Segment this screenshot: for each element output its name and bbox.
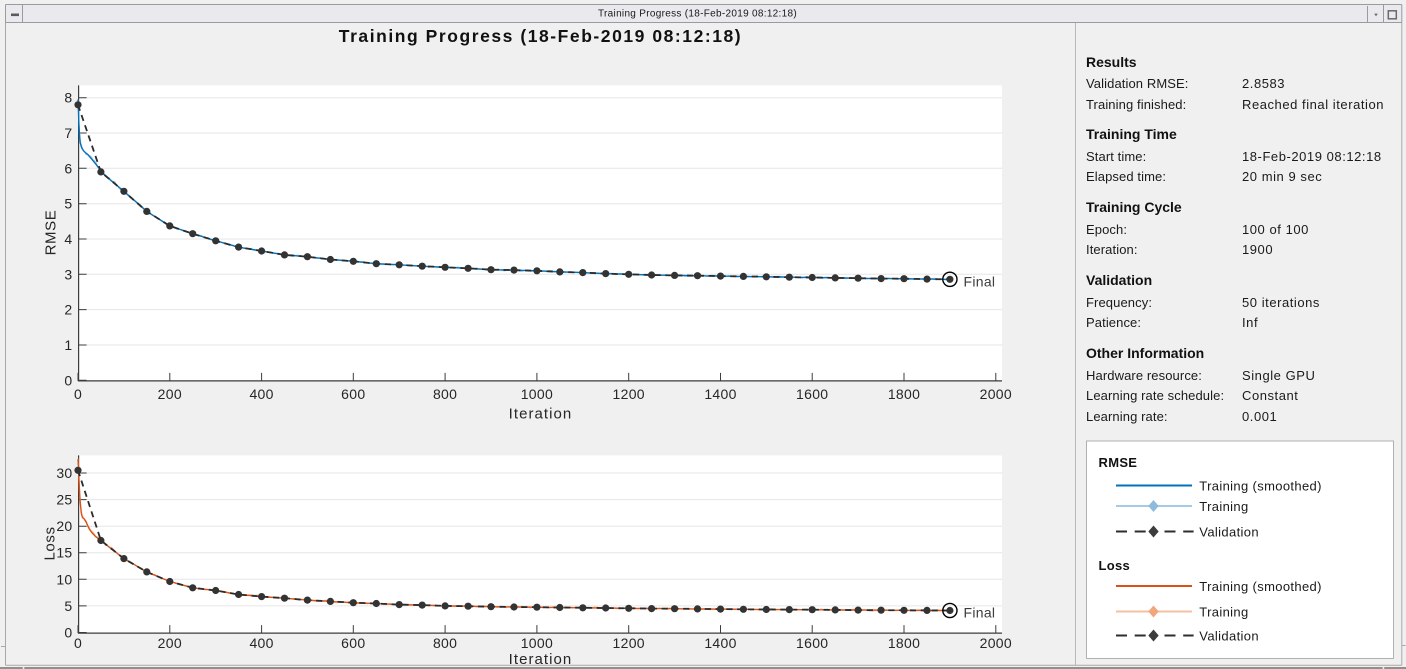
svg-text:1000: 1000 [521, 635, 553, 651]
svg-text:Training: Training [1199, 499, 1248, 514]
svg-text:Training: Training [1199, 605, 1248, 620]
svg-text:15: 15 [56, 545, 72, 561]
svg-text:Iteration: Iteration [509, 406, 573, 423]
svg-text:Training (smoothed): Training (smoothed) [1199, 579, 1322, 594]
svg-text:1800: 1800 [888, 635, 920, 651]
svg-text:8: 8 [64, 90, 72, 106]
svg-text:RMSE: RMSE [1099, 455, 1138, 470]
svg-text:2000: 2000 [980, 386, 1012, 402]
svg-text:5: 5 [64, 196, 72, 212]
svg-text:1200: 1200 [613, 386, 645, 402]
svg-text:Validation: Validation [1199, 629, 1259, 644]
svg-text:0: 0 [64, 625, 72, 641]
svg-text:200: 200 [158, 386, 182, 402]
svg-text:25: 25 [56, 492, 72, 508]
svg-text:0: 0 [74, 386, 82, 402]
svg-text:7: 7 [64, 125, 72, 141]
svg-text:Loss: Loss [42, 526, 59, 560]
svg-text:Training Progress (18-Feb-2019: Training Progress (18-Feb-2019 08:12:18) [598, 8, 797, 19]
svg-text:0: 0 [64, 372, 72, 388]
svg-text:Training (smoothed): Training (smoothed) [1199, 479, 1322, 494]
svg-text:1000: 1000 [521, 386, 553, 402]
svg-text:Training Progress (18-Feb-2019: Training Progress (18-Feb-2019 08:12:18) [339, 26, 742, 46]
svg-text:1: 1 [64, 337, 72, 353]
svg-text:200: 200 [158, 635, 182, 651]
svg-text:1800: 1800 [888, 386, 920, 402]
svg-text:6: 6 [64, 160, 72, 176]
svg-text:0: 0 [74, 635, 82, 651]
svg-text:3: 3 [64, 266, 72, 282]
svg-text:30: 30 [56, 465, 72, 481]
svg-text:2: 2 [64, 302, 72, 318]
svg-text:1600: 1600 [796, 635, 828, 651]
svg-text:1200: 1200 [613, 635, 645, 651]
svg-text:1400: 1400 [704, 635, 736, 651]
svg-text:20: 20 [56, 518, 72, 534]
svg-text:2000: 2000 [980, 635, 1012, 651]
svg-text:1400: 1400 [704, 386, 736, 402]
svg-text:5: 5 [64, 598, 72, 614]
svg-text:10: 10 [56, 571, 72, 587]
svg-text:RMSE: RMSE [43, 210, 60, 256]
svg-text:Iteration: Iteration [509, 651, 573, 668]
svg-text:800: 800 [433, 386, 457, 402]
svg-text:400: 400 [249, 386, 273, 402]
svg-text:600: 600 [341, 635, 365, 651]
svg-text:Validation: Validation [1199, 525, 1259, 540]
svg-text:Loss: Loss [1099, 558, 1131, 573]
svg-text:Final: Final [964, 605, 996, 621]
svg-text:400: 400 [249, 635, 273, 651]
svg-text:600: 600 [341, 386, 365, 402]
svg-text:1600: 1600 [796, 386, 828, 402]
svg-text:800: 800 [433, 635, 457, 651]
svg-text:4: 4 [64, 231, 72, 247]
svg-text:Final: Final [964, 273, 996, 289]
